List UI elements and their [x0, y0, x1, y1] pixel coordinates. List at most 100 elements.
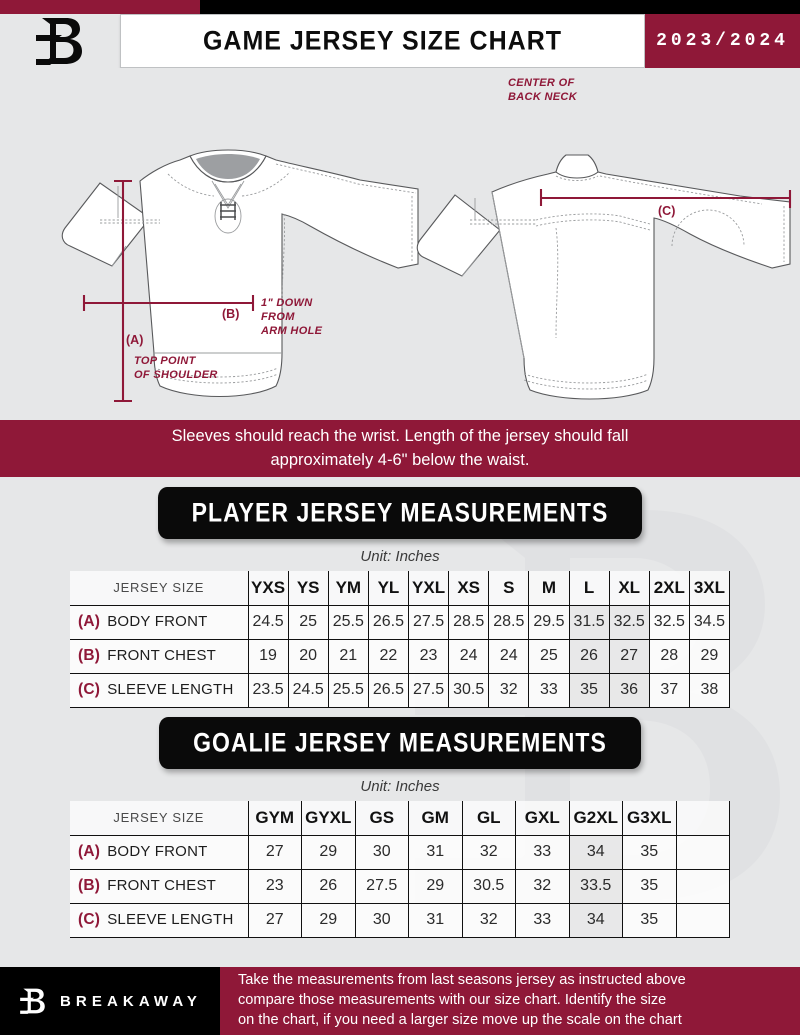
- player-column-header: L: [568, 571, 610, 606]
- goalie-column-header: GM: [408, 801, 463, 836]
- player-size-table: JERSEY SIZE YXS YS YM YL YXL XS S M L XL 2XL 3XL (A)…: [70, 571, 731, 708]
- goalie-cell: 29: [301, 834, 356, 870]
- label-c-line2: BACK NECK: [508, 91, 578, 103]
- goalie-table-body: (A) BODY FRONT 27 29 30 31 32 33 34 35 (B) FRONT CH…: [70, 834, 730, 938]
- goalie-size-table: JERSEY SIZE GYM GYXL GS GM GL GXL G2XL G3XL (A) B…: [70, 801, 730, 938]
- player-row-label: (B) FRONT CHEST: [70, 638, 249, 674]
- player-unit-label: Unit: Inches: [360, 548, 440, 565]
- measurement-tag: (A): [78, 843, 101, 860]
- label-b-line3: ARM HOLE: [260, 325, 323, 337]
- goalie-cell: 23: [247, 868, 302, 904]
- table-row: (B) FRONT CHEST 23 26 27.5 29 30.5 32 33.5 35: [70, 868, 730, 904]
- player-section-badge: PLAYER JERSEY MEASUREMENTS: [157, 487, 643, 539]
- goalie-cell: 31: [408, 902, 463, 938]
- breakaway-b-logo-icon: [20, 988, 45, 1014]
- label-c-tag: (C): [658, 204, 675, 218]
- player-row-label-header: JERSEY SIZE: [70, 571, 249, 606]
- goalie-cell: 27.5: [354, 868, 409, 904]
- player-cell: 25.5: [327, 672, 369, 708]
- player-column-header: YM: [327, 571, 369, 606]
- label-b-line2: FROM: [261, 311, 295, 323]
- player-measurements-section: PLAYER JERSEY MEASUREMENTS Unit: Inches …: [0, 477, 800, 708]
- player-cell: 26.5: [367, 604, 410, 640]
- goalie-cell: 33.5: [568, 868, 623, 904]
- player-column-header: M: [528, 571, 570, 606]
- player-cell: 32.5: [648, 604, 690, 640]
- front-jersey-illustration: (A) TOP POINT OF SHOULDER (B) 1" DOWN FR…: [61, 149, 419, 403]
- top-accent-black: [200, 0, 800, 14]
- player-cell: 24.5: [247, 604, 289, 640]
- player-row-label: (A) BODY FRONT: [70, 604, 249, 640]
- goalie-cell: [675, 834, 730, 870]
- goalie-column-header: GYM: [247, 801, 302, 836]
- breakaway-b-logo-icon: [36, 18, 82, 65]
- player-cell: 24: [488, 638, 530, 674]
- player-cell: 26.5: [367, 672, 410, 708]
- goalie-cell: 26: [301, 868, 356, 904]
- player-table-header-row: JERSEY SIZE YXS YS YM YL YXL XS S M L XL 2XL 3XL: [70, 571, 731, 606]
- player-table-body: (A) BODY FRONT 24.5 25 25.5 26.5 27.5 28.5 28.5 2…: [70, 604, 731, 708]
- goalie-cell: 30.5: [461, 868, 516, 904]
- label-c-line1: CENTER OF: [508, 77, 575, 89]
- player-cell: 24.5: [287, 672, 329, 708]
- goalie-row-label: (A) BODY FRONT: [70, 834, 249, 870]
- label-b-tag: (B): [222, 307, 239, 321]
- fit-note-line1: Sleeves should reach the wrist. Length o…: [171, 426, 629, 445]
- footer-line3: on the chart, if you need a larger size …: [238, 1011, 682, 1028]
- player-cell: 28.5: [448, 604, 490, 640]
- goalie-cell: 30: [354, 834, 409, 870]
- goalie-column-header: GS: [354, 801, 409, 836]
- player-cell: 38: [688, 672, 731, 708]
- player-column-header: 2XL: [648, 571, 690, 606]
- measurement-tag: (C): [78, 911, 101, 928]
- table-row: (B) FRONT CHEST 19 20 21 22 23 24 24 25 26 27 28 29: [70, 638, 731, 674]
- player-cell: 26: [568, 638, 610, 674]
- player-cell: 20: [287, 638, 329, 674]
- table-row: (C) SLEEVE LENGTH 23.5 24.5 25.5 26.5 27.5 30.5…: [70, 672, 731, 708]
- measurement-tag: (C): [78, 681, 101, 698]
- goalie-cell: 35: [622, 902, 677, 938]
- player-cell: 23.5: [247, 672, 289, 708]
- footer-brand-block: BREAKAWAY: [0, 967, 220, 1035]
- label-a-tag: (A): [126, 333, 143, 347]
- player-cell: 21: [327, 638, 369, 674]
- lace-detail-icon: [220, 202, 236, 220]
- goalie-cell: 32: [461, 902, 516, 938]
- measurement-tag: (B): [78, 877, 101, 894]
- label-a-line2: OF SHOULDER: [134, 369, 218, 381]
- goalie-column-header: GXL: [515, 801, 570, 836]
- season-year-badge: 2023/2024: [645, 14, 800, 68]
- player-column-header: YXS: [247, 571, 289, 606]
- goalie-section-badge: GOALIE JERSEY MEASUREMENTS: [159, 717, 641, 769]
- player-column-header: XL: [608, 571, 650, 606]
- player-column-header: YS: [287, 571, 329, 606]
- label-a-line1: TOP POINT: [134, 355, 197, 367]
- jersey-illustration-panel: .body{fill:#fff;stroke:#58595b;stroke-wi…: [0, 68, 800, 416]
- player-cell: 19: [247, 638, 289, 674]
- goalie-column-header: GL: [461, 801, 516, 836]
- player-column-header: 3XL: [688, 571, 731, 606]
- jersey-diagram: .body{fill:#fff;stroke:#58595b;stroke-wi…: [61, 77, 792, 403]
- goalie-cell: 35: [622, 868, 677, 904]
- goalie-column-header: [675, 801, 730, 836]
- player-cell: 32: [488, 672, 530, 708]
- measurement-tag: (B): [78, 647, 101, 664]
- header-title-plate: GAME JERSEY SIZE CHART: [120, 14, 645, 68]
- top-accent-bar: [0, 0, 800, 14]
- goalie-cell: 34: [568, 834, 623, 870]
- page-header: GAME JERSEY SIZE CHART 2023/2024: [0, 14, 800, 68]
- goalie-cell: 31: [408, 834, 463, 870]
- page-footer: BREAKAWAY Take the measurements from las…: [0, 967, 800, 1035]
- player-cell: 34.5: [688, 604, 731, 640]
- goalie-cell: 32: [515, 868, 570, 904]
- player-cell: 31.5: [568, 604, 610, 640]
- goalie-row-label: (C) SLEEVE LENGTH: [70, 902, 249, 938]
- player-cell: 29: [688, 638, 731, 674]
- footer-line1: Take the measurements from last seasons …: [238, 972, 686, 989]
- player-cell: 27: [608, 638, 650, 674]
- dimension-line-b: [82, 295, 255, 311]
- label-b-line1: 1" DOWN: [261, 297, 313, 309]
- player-cell: 25.5: [327, 604, 369, 640]
- goalie-measurements-section: GOALIE JERSEY MEASUREMENTS Unit: Inches …: [0, 707, 800, 938]
- player-cell: 25: [528, 638, 570, 674]
